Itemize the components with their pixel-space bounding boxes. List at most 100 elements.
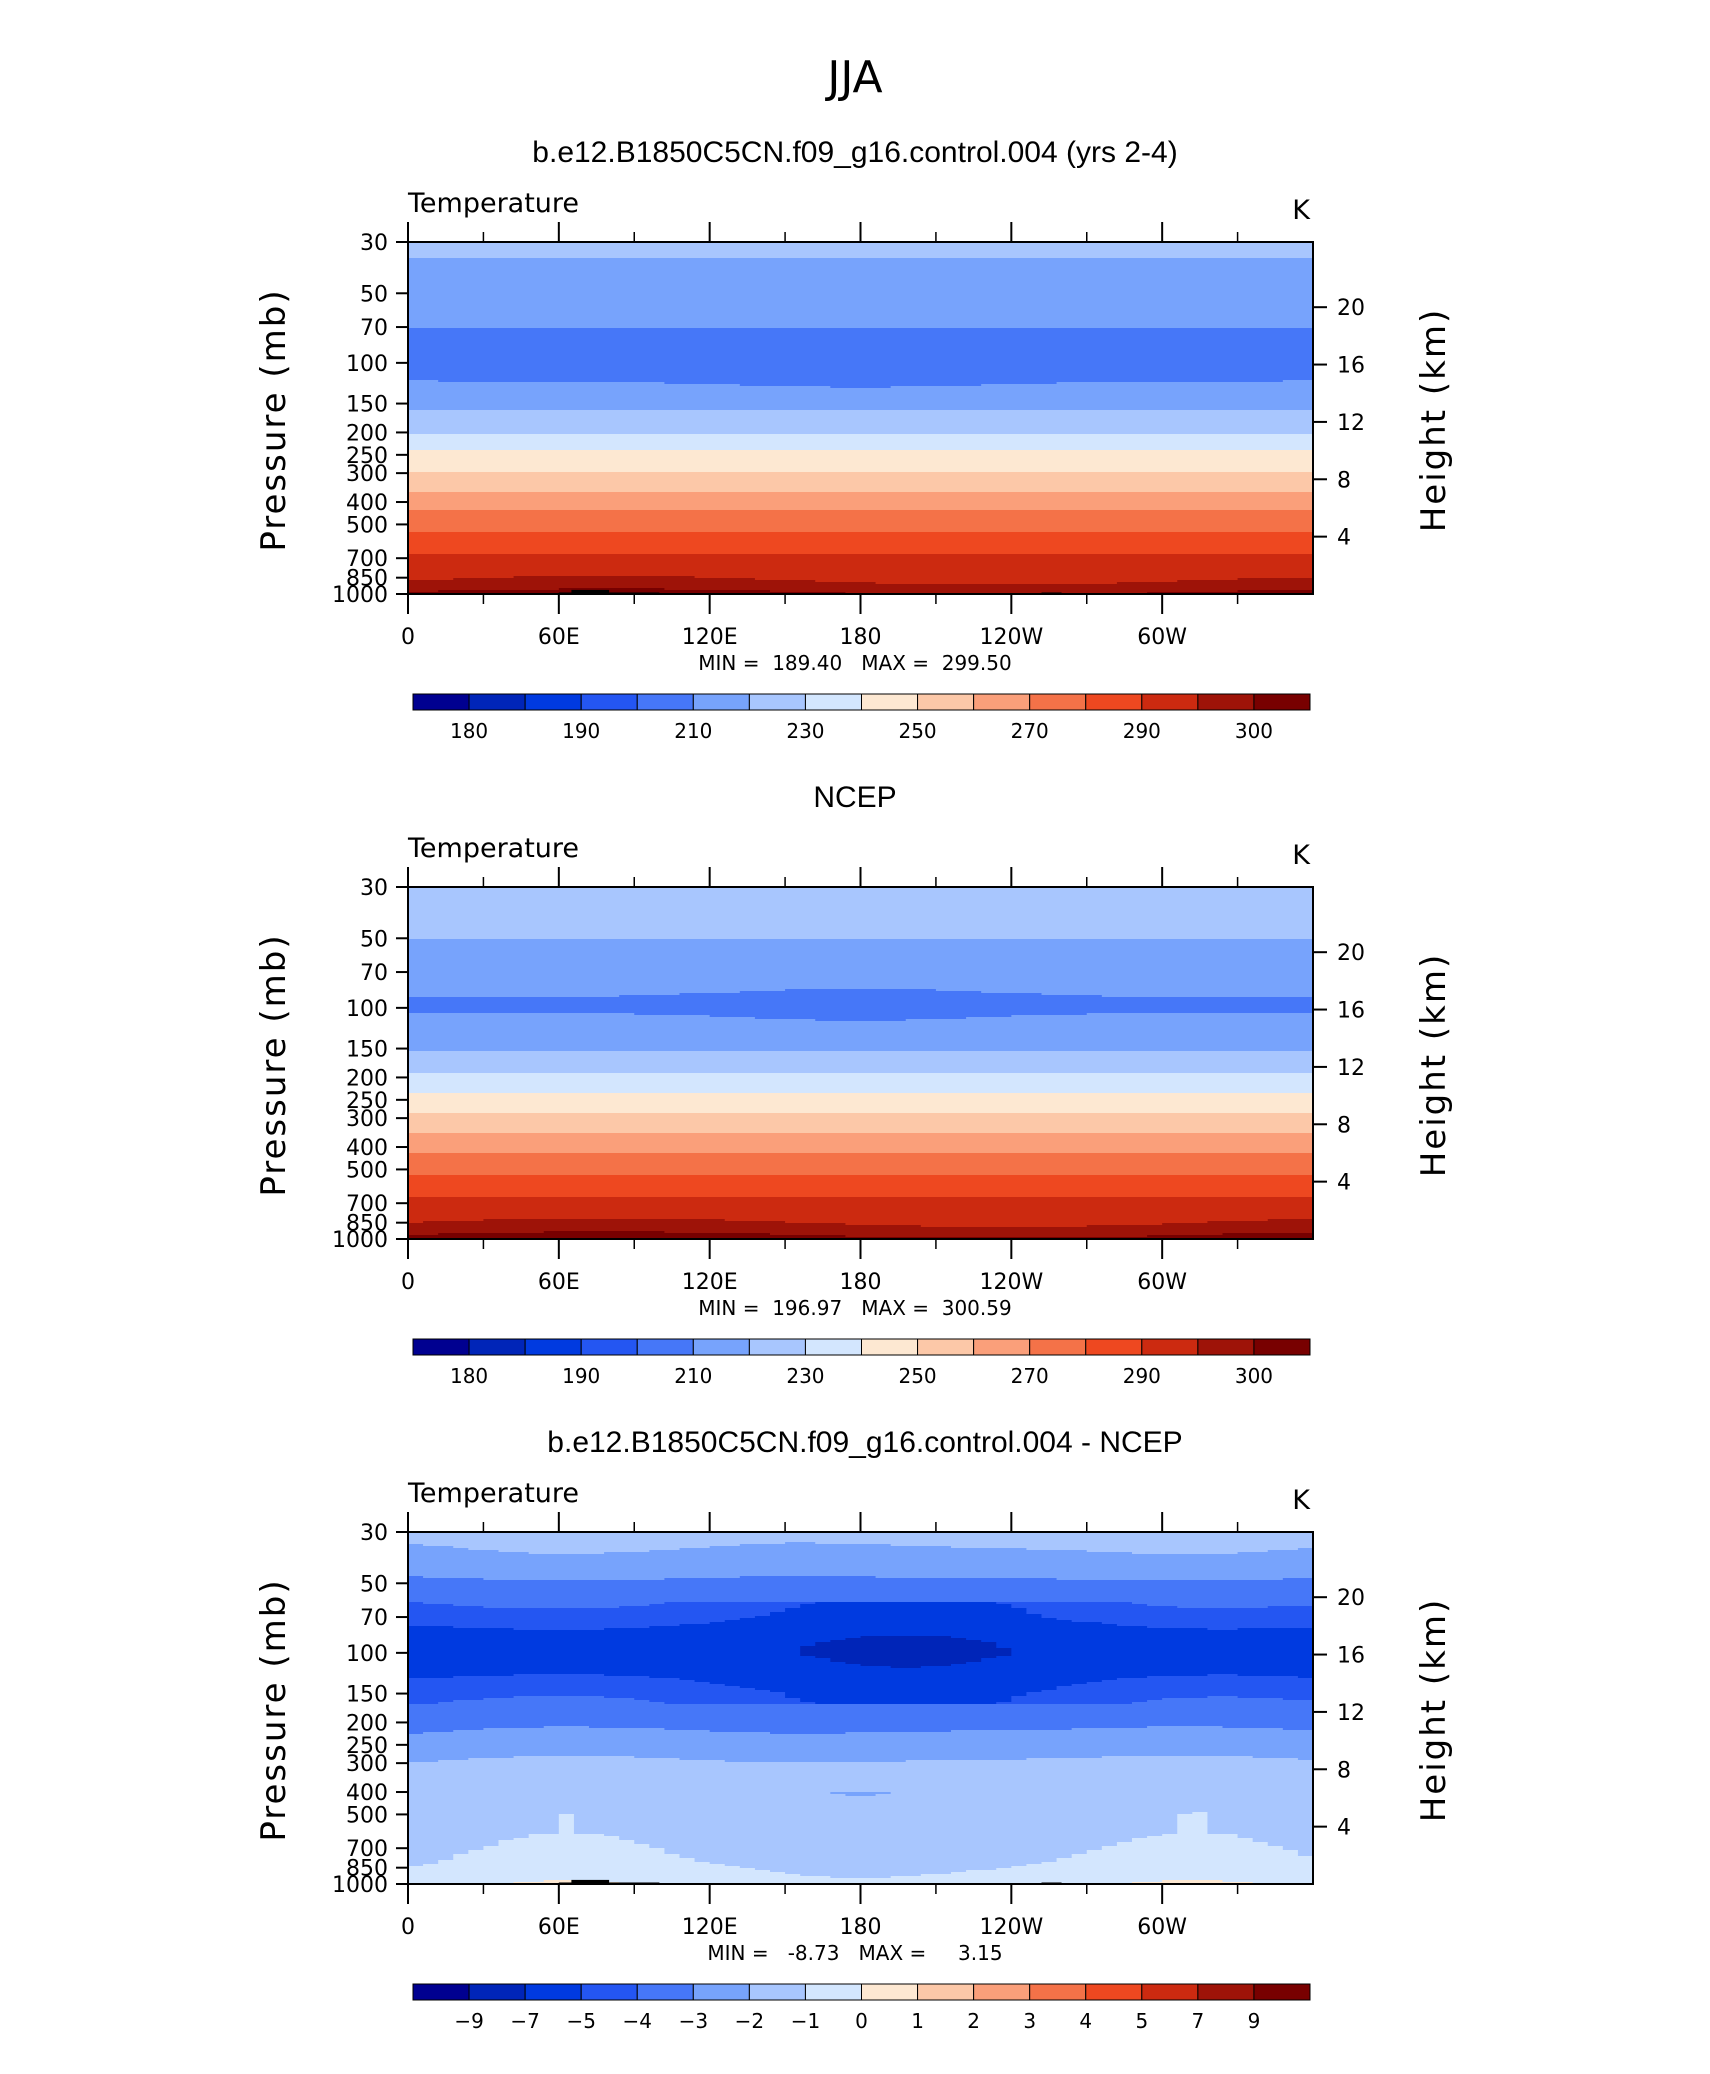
field-cell [408,1730,454,1733]
field-cell [408,1195,1314,1198]
y2-tick-label: 12 [1337,1056,1365,1081]
field-cell [1026,1608,1314,1611]
field-cell [408,506,1314,509]
field-cell [408,1538,1314,1541]
field-cell [1147,1726,1224,1729]
field-cell [408,1622,711,1625]
field-cell [408,522,1314,525]
field-cell [800,1654,1012,1657]
field-cell [543,1231,666,1234]
field-cell [589,1726,1148,1729]
field-cell [1056,1688,1314,1691]
field-cell [408,580,816,583]
field-cell [1101,1848,1284,1851]
field-cell [1132,1552,1239,1555]
field-cell [408,252,1314,255]
field-cell [408,422,1314,425]
y-tick-label: 50 [360,927,388,952]
y-tick-label: 300 [346,1752,388,1777]
field-cell [408,1005,1314,1008]
field-cell [408,1696,515,1699]
field-cell [408,1862,439,1865]
field-cell [830,1660,982,1663]
field-cell [408,384,741,387]
colorbar-swatch [973,1338,1031,1356]
field-cell [890,1544,1314,1547]
field-cell [709,1622,1103,1625]
field-cell [1177,1824,1209,1827]
field-cell [634,1756,1103,1759]
field-cell [408,432,1314,435]
field-cell [1267,1842,1314,1845]
field-cell [408,1672,1314,1675]
field-cell [408,568,1314,571]
field-cell [739,384,982,387]
field-cell [573,1816,1178,1819]
field-cell [408,1708,1314,1711]
field-cell [408,941,1314,944]
colorbar-swatch [692,1983,750,2001]
field-cell [408,1648,801,1651]
field-cell [408,993,681,996]
units-label: K [1292,840,1311,871]
field-cell [408,1123,1314,1126]
field-cell [408,1802,1314,1805]
field-cell [408,1215,1314,1218]
field-cell [408,1852,469,1855]
y-tick-label: 850 [346,1857,388,1882]
field-cell [1116,1624,1314,1627]
field-cell [408,1221,424,1224]
field-cell [408,1752,1314,1755]
field-cell [408,1157,1314,1160]
y2-tick-label: 20 [1337,941,1365,966]
field-cell [1207,1832,1314,1835]
field-cell [408,1001,1314,1004]
x-tick-label: 120E [682,625,738,650]
field-cell [1041,1862,1314,1865]
field-cell [408,1666,892,1669]
field-cell [785,1696,1012,1699]
field-cell [408,330,1314,333]
field-cell [408,566,1314,569]
field-cell [408,1203,1314,1206]
colorbar-swatch [917,693,975,711]
field-cell [1267,1550,1314,1553]
field-cell [408,1872,786,1875]
colorbar-swatch [748,1338,806,1356]
y-tick-label: 850 [346,567,388,592]
field-cell [1056,1618,1314,1621]
field-cell [408,490,1314,493]
field-cell [408,1153,1314,1156]
field-cell [1086,1550,1269,1553]
field-cell [1011,1654,1314,1657]
field-cell [951,1546,1314,1549]
field-cell [1177,1820,1209,1823]
field-cell [408,1706,1314,1709]
field-cell [408,1792,831,1795]
field-cell [408,1846,485,1849]
field-cell [408,396,1314,399]
field-cell [1101,1622,1314,1625]
field-cell [408,570,1314,573]
field-cell [408,562,1314,565]
colorbar: −9 −7 −5 −4 −3 −2 −1 0 1 2 3 4 5 7 9 [412,1983,1311,2033]
field-cell [408,959,1314,962]
field-cell [408,1576,424,1579]
field-cell [408,1558,1314,1561]
field-cell [996,1656,1314,1659]
field-cell [408,1085,1314,1088]
field-cell [1056,1860,1314,1863]
field-cell [408,1856,454,1859]
colorbar-swatch [973,1983,1031,2001]
field-cell [754,1868,997,1871]
field-cell [453,1856,681,1859]
field-cell [408,1025,1314,1028]
field-cell [408,472,1314,475]
field-cell [800,1874,922,1877]
field-cell [890,1792,1314,1795]
field-cell [408,957,1314,960]
y-tick-label: 1000 [332,1873,388,1898]
colorbar-label: 290 [1123,1364,1161,1388]
field-cell [408,1796,1314,1799]
field-cell [408,344,1314,347]
